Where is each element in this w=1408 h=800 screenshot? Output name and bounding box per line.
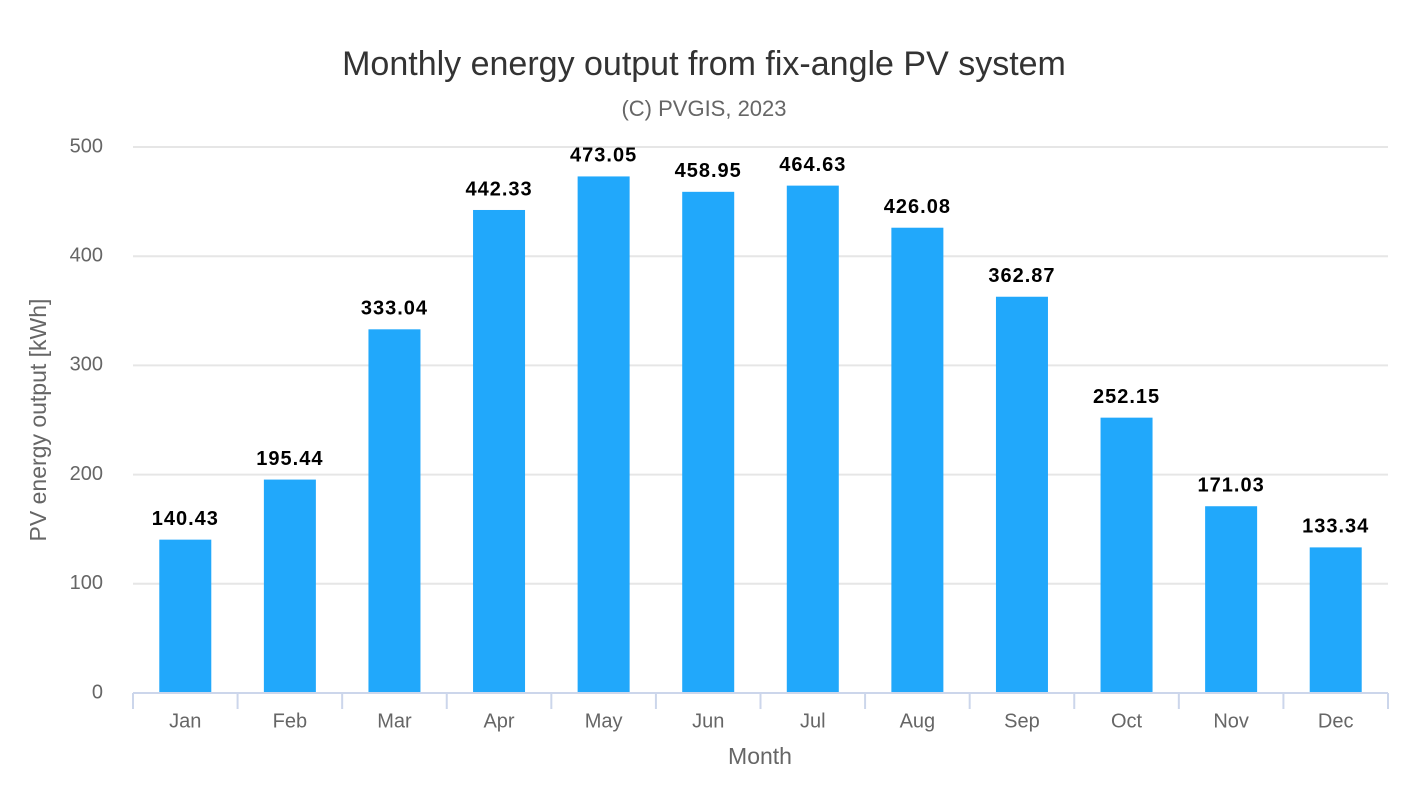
value-label: 195.44 <box>256 448 323 470</box>
y-tick-label: 400 <box>70 244 103 266</box>
value-label: 464.63 <box>779 154 846 176</box>
bar <box>891 227 944 693</box>
x-tick-label: Dec <box>1318 710 1354 732</box>
x-tick-label: Sep <box>1004 710 1040 732</box>
x-tick-label: Oct <box>1111 710 1143 732</box>
chart-title: Monthly energy output from fix-angle PV … <box>342 45 1066 83</box>
bar <box>159 539 212 693</box>
value-label: 333.04 <box>361 298 428 320</box>
x-tick-label: Jul <box>800 710 826 732</box>
y-tick-label: 300 <box>70 354 103 376</box>
y-tick-label: 200 <box>70 463 103 485</box>
value-label: 473.05 <box>570 145 637 167</box>
x-tick-label: Jun <box>692 710 724 732</box>
value-label: 362.87 <box>988 265 1055 287</box>
bar <box>1205 506 1258 693</box>
x-axis-label: Month <box>728 743 792 769</box>
value-label: 426.08 <box>884 196 951 218</box>
x-tick-label: Nov <box>1213 710 1249 732</box>
bar <box>577 176 630 694</box>
x-tick-label: Apr <box>483 710 514 732</box>
bar <box>1309 547 1362 693</box>
bar <box>682 191 735 693</box>
x-tick-label: Aug <box>900 710 936 732</box>
x-tick-label: Jan <box>169 710 201 732</box>
value-label: 171.03 <box>1198 475 1265 497</box>
value-label: 442.33 <box>465 178 532 200</box>
y-tick-label: 0 <box>92 681 103 703</box>
value-label: 133.34 <box>1302 516 1369 538</box>
bar <box>786 185 839 694</box>
y-tick-label: 100 <box>70 572 103 594</box>
bar <box>263 479 316 693</box>
y-tick-label: 500 <box>70 135 103 157</box>
chart-subtitle: (C) PVGIS, 2023 <box>621 96 786 121</box>
bar <box>368 329 421 693</box>
y-axis-label: PV energy output [kWh] <box>25 299 51 542</box>
value-label: 140.43 <box>152 508 219 530</box>
value-label: 458.95 <box>675 160 742 182</box>
x-tick-label: Feb <box>273 710 307 732</box>
bar <box>1100 417 1153 693</box>
x-tick-label: May <box>585 710 623 732</box>
bar <box>995 296 1048 693</box>
bar <box>473 209 526 693</box>
x-tick-label: Mar <box>377 710 412 732</box>
value-label: 252.15 <box>1093 386 1160 408</box>
